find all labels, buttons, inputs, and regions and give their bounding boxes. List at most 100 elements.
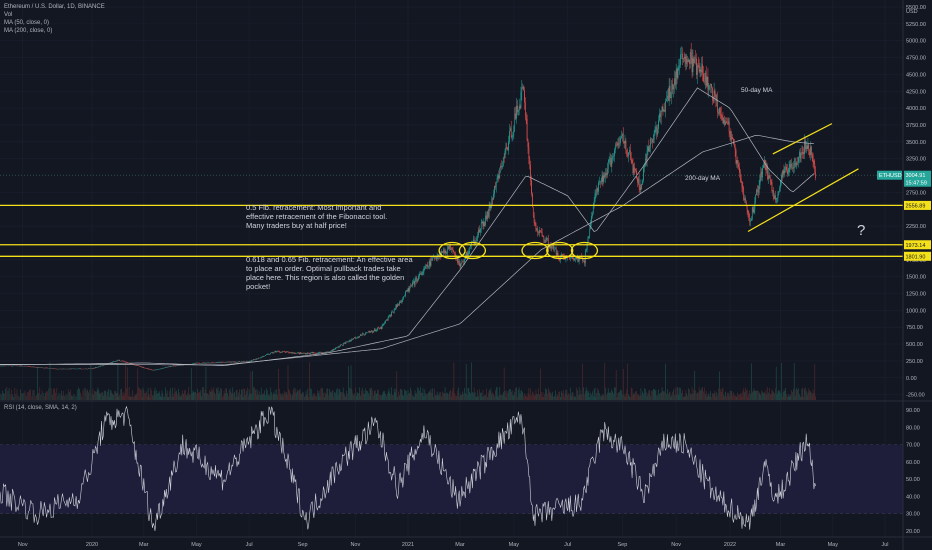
volume-bar <box>521 389 523 400</box>
volume-bar <box>171 396 172 400</box>
candle-body <box>679 64 681 67</box>
candles[interactable] <box>0 42 816 371</box>
candle-body <box>130 363 132 365</box>
legend-ma200[interactable]: MA (200, close, 0) <box>4 28 53 34</box>
time-tick-label: Mar <box>139 542 149 548</box>
volume-bar <box>270 387 272 400</box>
volume-bar <box>738 394 739 400</box>
candle-body <box>735 150 737 164</box>
candle-body <box>235 361 237 363</box>
candle-body <box>361 334 362 336</box>
candle-body <box>444 251 446 253</box>
candle-body <box>96 367 98 368</box>
volume-bar <box>535 389 537 400</box>
candle-body <box>248 361 250 362</box>
legend-title[interactable]: Ethereum / U.S. Dollar, 1D, BINANCE <box>4 4 105 10</box>
volume-bar <box>487 392 489 400</box>
volume-bar <box>520 390 522 400</box>
time-tick-label: Nov <box>671 542 681 548</box>
volume-bar <box>248 389 250 400</box>
candle-body <box>167 366 169 368</box>
candle-body <box>205 363 207 364</box>
volume-bar <box>176 390 177 400</box>
legend-ma50[interactable]: MA (50, close, 0) <box>4 20 50 26</box>
volume-bar <box>194 392 196 400</box>
fib-golden-annotation: 0.618 and 0.65 Fib. retracement: An effe… <box>246 255 413 291</box>
candle-body <box>251 360 253 362</box>
candle-body <box>559 258 561 260</box>
volume-bar <box>538 388 539 400</box>
candle-body <box>724 119 726 126</box>
candle-body <box>259 357 260 359</box>
volume-bar <box>37 367 38 400</box>
candle-body <box>361 333 363 336</box>
candle-body <box>644 165 645 168</box>
candle-body <box>317 352 319 354</box>
volume-bar <box>342 387 344 400</box>
volume-bar <box>229 388 231 400</box>
legend-volume[interactable]: Vol <box>4 12 13 18</box>
highlight-ellipses[interactable] <box>438 241 599 260</box>
candle-body <box>681 53 682 55</box>
candle-body <box>222 361 223 363</box>
volume-bar <box>15 394 17 400</box>
volume-bar <box>625 393 627 400</box>
candle-body <box>45 367 46 369</box>
volume-bar <box>556 394 558 400</box>
volume-bar <box>238 392 240 400</box>
candle-body <box>489 205 491 209</box>
volume-bar <box>260 395 261 400</box>
candle-body <box>343 343 345 344</box>
volume-bar <box>656 395 658 400</box>
candle-body <box>202 362 203 364</box>
volume-bar <box>53 388 54 400</box>
candle-body <box>320 352 322 353</box>
volume-bar <box>757 390 758 400</box>
candle-body <box>415 278 417 280</box>
volume-bar <box>812 389 814 400</box>
volume-bar <box>465 363 467 400</box>
volume-bar <box>444 387 446 400</box>
candle-body <box>796 162 798 165</box>
volume-bar <box>699 390 701 400</box>
candle-body <box>603 174 605 182</box>
candle-body <box>396 305 398 307</box>
candle-body <box>303 353 304 354</box>
volume-bar <box>325 394 327 400</box>
candle-body <box>398 303 399 305</box>
trend-channel[interactable] <box>747 123 859 233</box>
volume-bar <box>332 390 334 400</box>
candle-body <box>214 362 215 364</box>
volume-bar <box>805 387 806 400</box>
fib-levels[interactable] <box>0 174 903 257</box>
volume-bar <box>488 389 490 400</box>
candle-body <box>661 106 663 111</box>
candle-body <box>659 113 660 121</box>
candle-body <box>376 329 378 331</box>
volume-bar <box>516 387 517 400</box>
candle-body <box>275 351 277 353</box>
volume-bar <box>739 393 741 400</box>
volume-bar <box>301 394 303 400</box>
candle-body <box>342 345 343 346</box>
candle-body <box>110 362 112 363</box>
candle-body <box>297 352 298 354</box>
candle-body <box>749 217 751 222</box>
volume-bar <box>583 387 584 400</box>
volume-bar <box>269 395 271 400</box>
candle-body <box>799 151 800 157</box>
volume-bar <box>255 389 257 400</box>
candle-body <box>608 158 610 162</box>
time-axis[interactable]: Nov 2020 Mar May Jul Sep Nov 2021 Mar May Jul Sep No… <box>18 542 889 548</box>
candle-body <box>119 360 120 361</box>
candle-body <box>674 78 675 86</box>
volume-bar <box>441 396 442 400</box>
volume-bar <box>449 389 451 400</box>
candle-body <box>694 57 696 63</box>
candle-body <box>231 361 233 363</box>
rsi-legend[interactable]: RSI (14, close, SMA, 14, 2) <box>4 405 77 411</box>
candle-body <box>8 365 10 367</box>
candle-body <box>540 231 542 233</box>
